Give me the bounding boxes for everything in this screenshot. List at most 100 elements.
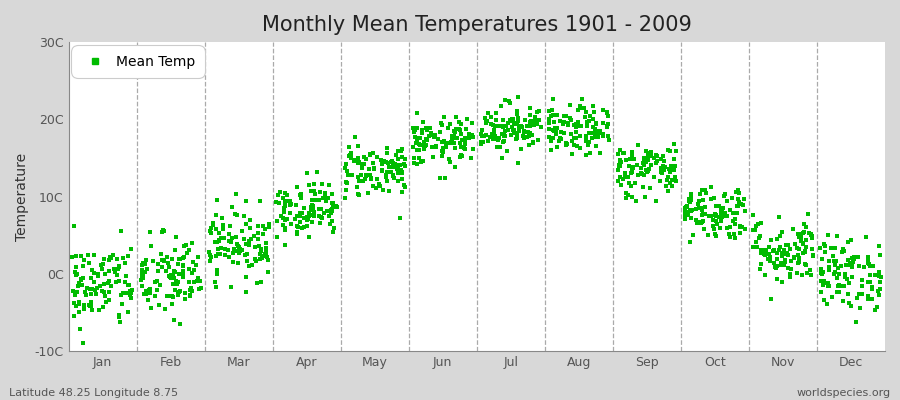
Point bbox=[859, 234, 873, 240]
Point bbox=[499, 123, 513, 130]
Point bbox=[662, 148, 677, 154]
Point bbox=[166, 273, 180, 279]
Point bbox=[789, 270, 804, 276]
Point bbox=[486, 122, 500, 128]
Point bbox=[318, 195, 332, 202]
Point bbox=[519, 134, 534, 140]
Point bbox=[787, 254, 801, 261]
Point bbox=[458, 141, 473, 148]
Point bbox=[446, 136, 460, 142]
Point bbox=[225, 204, 239, 210]
Point bbox=[572, 145, 587, 152]
Point bbox=[714, 216, 728, 223]
Point bbox=[763, 237, 778, 244]
Point bbox=[484, 114, 499, 120]
Point bbox=[449, 126, 464, 132]
Point bbox=[108, 268, 122, 274]
Point bbox=[873, 279, 887, 286]
Point bbox=[110, 272, 124, 278]
Point bbox=[327, 204, 341, 210]
Point bbox=[553, 118, 567, 124]
Point bbox=[732, 190, 746, 196]
Point bbox=[235, 247, 249, 254]
Point bbox=[206, 221, 220, 228]
Point bbox=[457, 135, 472, 142]
Point bbox=[553, 134, 567, 141]
Point bbox=[243, 217, 257, 223]
Point bbox=[413, 142, 428, 148]
Point bbox=[237, 236, 251, 242]
Point bbox=[580, 152, 594, 158]
Point bbox=[680, 212, 694, 218]
Point bbox=[293, 210, 308, 217]
Point bbox=[823, 267, 837, 273]
Point bbox=[433, 128, 447, 135]
Point bbox=[307, 188, 321, 194]
Point bbox=[704, 196, 718, 202]
Point bbox=[861, 295, 876, 302]
Point bbox=[510, 131, 525, 137]
Point bbox=[639, 169, 653, 176]
Point bbox=[625, 194, 639, 200]
Point bbox=[874, 274, 888, 280]
Point bbox=[164, 272, 178, 278]
Point bbox=[816, 297, 831, 303]
Point bbox=[611, 150, 625, 157]
Point bbox=[569, 135, 583, 141]
Point bbox=[564, 151, 579, 157]
Point bbox=[637, 161, 652, 168]
Point bbox=[641, 157, 655, 164]
Point bbox=[507, 129, 521, 135]
Point bbox=[304, 204, 319, 210]
Point bbox=[134, 267, 148, 274]
Point bbox=[411, 140, 426, 147]
Point bbox=[822, 258, 836, 264]
Point bbox=[691, 198, 706, 204]
Point bbox=[77, 288, 92, 295]
Point bbox=[716, 213, 730, 220]
Point bbox=[226, 259, 240, 265]
Text: Latitude 48.25 Longitude 8.75: Latitude 48.25 Longitude 8.75 bbox=[9, 388, 178, 398]
Point bbox=[238, 288, 253, 295]
Point bbox=[599, 109, 614, 115]
Point bbox=[586, 103, 600, 109]
Point bbox=[218, 252, 232, 258]
Point bbox=[311, 212, 326, 219]
Point bbox=[80, 285, 94, 292]
Point bbox=[135, 262, 149, 268]
Point bbox=[613, 156, 627, 163]
Point bbox=[84, 298, 98, 305]
Point bbox=[695, 219, 709, 225]
Point bbox=[270, 218, 284, 225]
Point bbox=[364, 176, 379, 182]
Point bbox=[724, 234, 738, 240]
Point bbox=[208, 239, 222, 246]
Point bbox=[487, 127, 501, 133]
Point bbox=[320, 198, 334, 205]
Point bbox=[630, 142, 644, 148]
Legend: Mean Temp: Mean Temp bbox=[76, 49, 201, 74]
Point bbox=[495, 155, 509, 162]
Point bbox=[581, 130, 596, 136]
Point bbox=[253, 198, 267, 204]
Point bbox=[512, 128, 526, 135]
Y-axis label: Temperature: Temperature bbox=[15, 152, 29, 241]
Point bbox=[490, 136, 504, 142]
Point bbox=[172, 256, 186, 262]
Point bbox=[653, 156, 668, 162]
Point bbox=[431, 136, 446, 142]
Point bbox=[233, 246, 248, 253]
Point bbox=[521, 128, 535, 135]
Point bbox=[502, 116, 517, 123]
Point bbox=[698, 204, 713, 210]
Point bbox=[798, 244, 813, 251]
Point bbox=[110, 256, 124, 262]
Point bbox=[775, 260, 789, 267]
Point bbox=[635, 159, 650, 166]
Point bbox=[438, 142, 453, 148]
Point bbox=[777, 246, 791, 253]
Point bbox=[646, 155, 661, 161]
Point bbox=[242, 263, 256, 270]
Point bbox=[635, 183, 650, 190]
Point bbox=[681, 198, 696, 204]
